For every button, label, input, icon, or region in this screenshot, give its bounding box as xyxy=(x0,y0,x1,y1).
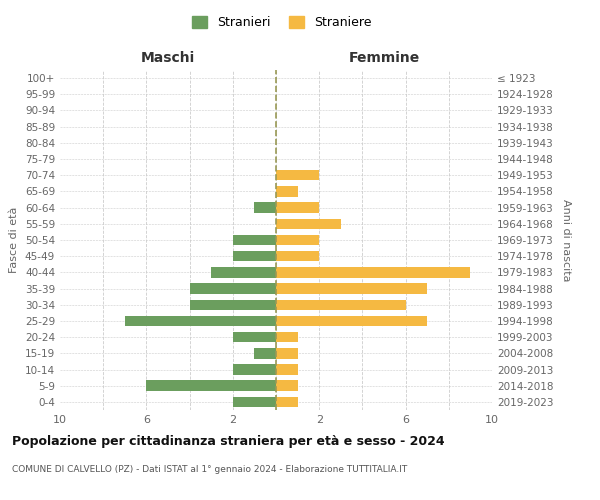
Bar xyxy=(233,396,276,407)
Bar xyxy=(276,218,341,229)
Bar xyxy=(276,234,319,246)
Bar xyxy=(276,316,427,326)
Bar xyxy=(125,316,276,326)
Bar xyxy=(276,186,298,196)
Bar xyxy=(254,202,276,213)
Bar xyxy=(190,300,276,310)
Legend: Stranieri, Straniere: Stranieri, Straniere xyxy=(187,11,377,34)
Text: Femmine: Femmine xyxy=(349,51,419,65)
Bar xyxy=(276,284,427,294)
Bar xyxy=(276,300,406,310)
Text: Popolazione per cittadinanza straniera per età e sesso - 2024: Popolazione per cittadinanza straniera p… xyxy=(12,435,445,448)
Bar xyxy=(276,332,298,342)
Bar xyxy=(276,251,319,262)
Bar xyxy=(276,267,470,278)
Bar xyxy=(276,348,298,358)
Bar xyxy=(276,396,298,407)
Bar xyxy=(211,267,276,278)
Bar xyxy=(146,380,276,391)
Text: COMUNE DI CALVELLO (PZ) - Dati ISTAT al 1° gennaio 2024 - Elaborazione TUTTITALI: COMUNE DI CALVELLO (PZ) - Dati ISTAT al … xyxy=(12,465,407,474)
Y-axis label: Fasce di età: Fasce di età xyxy=(10,207,19,273)
Bar xyxy=(233,234,276,246)
Y-axis label: Anni di nascita: Anni di nascita xyxy=(560,198,571,281)
Bar xyxy=(276,364,298,375)
Bar xyxy=(276,202,319,213)
Text: Maschi: Maschi xyxy=(141,51,195,65)
Bar xyxy=(276,170,319,180)
Bar xyxy=(233,251,276,262)
Bar xyxy=(233,332,276,342)
Bar xyxy=(233,364,276,375)
Bar xyxy=(254,348,276,358)
Bar xyxy=(190,284,276,294)
Bar xyxy=(276,380,298,391)
